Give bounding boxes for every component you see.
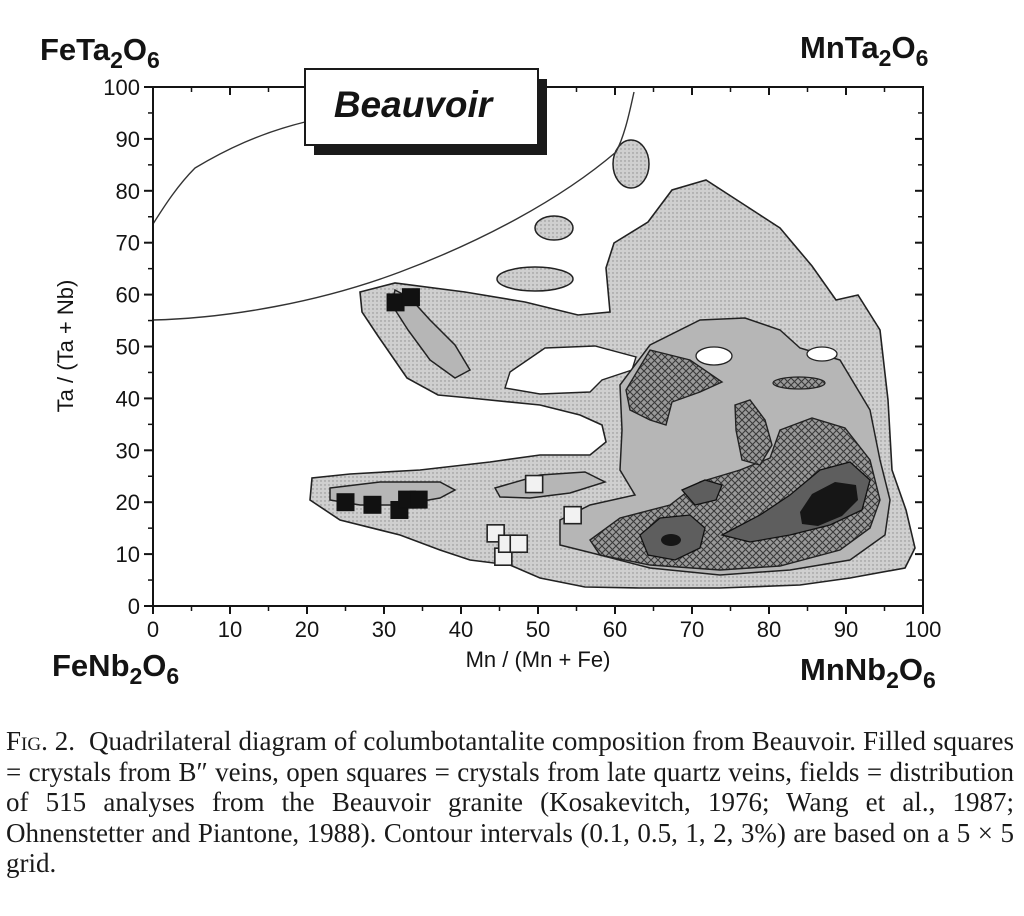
open-square-point xyxy=(509,534,529,554)
contour-field-3 xyxy=(661,534,681,546)
y-tick-label: 60 xyxy=(116,283,140,308)
contour-fields xyxy=(309,139,916,589)
contour-island xyxy=(695,346,733,366)
x-tick-label: 90 xyxy=(834,617,858,642)
contour-field-1 xyxy=(734,399,773,466)
contour-island xyxy=(612,139,650,189)
contour-field-1 xyxy=(625,349,724,426)
contour-field-2 xyxy=(720,461,871,543)
y-tick-label: 30 xyxy=(116,438,140,463)
x-tick-label: 60 xyxy=(603,617,627,642)
x-tick-label: 40 xyxy=(449,617,473,642)
x-tick-label: 20 xyxy=(295,617,319,642)
y-axis-label: Ta / (Ta + Nb) xyxy=(53,280,78,413)
caption-text: Quadrilateral diagram of columbotantalit… xyxy=(6,726,1014,878)
x-tick-label: 10 xyxy=(218,617,242,642)
open-square-point xyxy=(524,474,544,494)
x-tick-label: 30 xyxy=(372,617,396,642)
y-tick-label: 100 xyxy=(103,75,140,100)
x-tick-label: 80 xyxy=(757,617,781,642)
contour-island xyxy=(772,376,826,390)
x-tick-label: 0 xyxy=(147,617,159,642)
corner-label-bottom-left: FeNb2O6 xyxy=(52,648,179,689)
open-square-point xyxy=(563,505,582,525)
contour-island xyxy=(534,215,574,241)
figure-number: Fig. 2. xyxy=(6,726,76,756)
filled-square-point xyxy=(336,493,355,512)
filled-square-point xyxy=(386,293,405,312)
corner-label-top-right: MnTa2O6 xyxy=(800,30,928,71)
boundary-curve xyxy=(152,151,617,321)
boundary-curve xyxy=(152,121,306,225)
y-tick-label: 10 xyxy=(116,542,140,567)
x-tick-label: 100 xyxy=(905,617,942,642)
contour-field-0.5 xyxy=(391,288,472,379)
y-tick-label: 20 xyxy=(116,490,140,515)
figure-caption: Fig. 2. Quadrilateral diagram of columbo… xyxy=(6,726,1014,879)
quadrilateral-chart: 0 10 20 30 40 50 60 70 80 90 100 0 10 20 30 40 50 60 70 80 9… xyxy=(40,30,941,693)
filled-square-point xyxy=(363,495,382,514)
chart-title: Beauvoir xyxy=(334,84,495,125)
contour-island xyxy=(496,266,574,292)
y-tick-label: 90 xyxy=(116,127,140,152)
y-tick-label: 0 xyxy=(128,594,140,619)
x-tick-label: 70 xyxy=(680,617,704,642)
data-points xyxy=(336,288,582,566)
contour-field-3 xyxy=(800,482,858,526)
y-tick-label: 70 xyxy=(116,231,140,256)
boundary-curves xyxy=(152,91,635,321)
contour-field-2 xyxy=(680,479,723,506)
x-tick-label: 50 xyxy=(526,617,550,642)
corner-label-bottom-right: MnNb2O6 xyxy=(800,652,936,693)
x-axis-label: Mn / (Mn + Fe) xyxy=(466,647,611,672)
axes: 0 10 20 30 40 50 60 70 80 90 100 0 10 20 30 40 50 60 70 80 9… xyxy=(103,75,941,642)
contour-field-0.5 xyxy=(493,471,607,499)
title-box: Beauvoir xyxy=(304,68,547,155)
filled-square-point xyxy=(409,490,428,509)
corner-label-top-left: FeTa2O6 xyxy=(40,32,160,73)
y-tick-label: 80 xyxy=(116,179,140,204)
contour-hole xyxy=(504,345,637,395)
contour-island xyxy=(806,346,838,362)
boundary-curve xyxy=(615,91,635,153)
y-tick-label: 40 xyxy=(116,386,140,411)
y-tick-label: 50 xyxy=(116,335,140,360)
title-box-frame xyxy=(304,68,539,146)
filled-square-point xyxy=(401,288,420,307)
